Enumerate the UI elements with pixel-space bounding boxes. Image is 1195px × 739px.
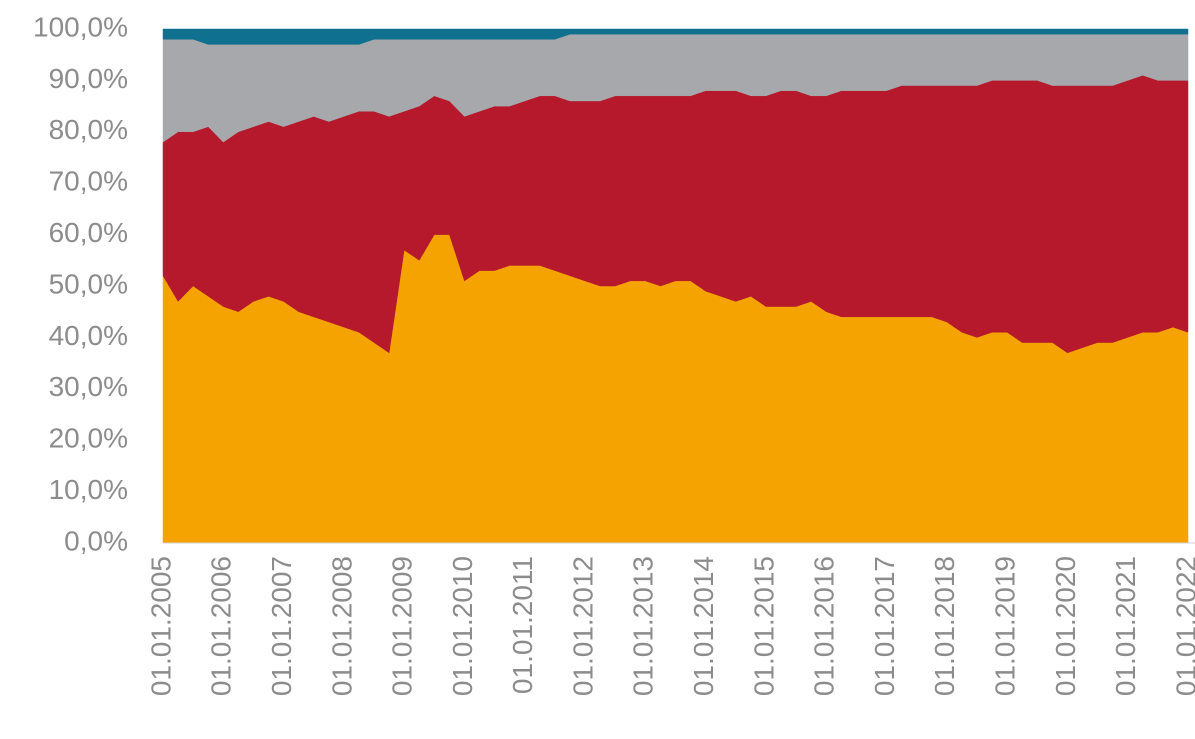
x-tick-label: 01.01.2020 xyxy=(1050,556,1081,696)
x-tick-label: 01.01.2021 xyxy=(1110,556,1141,696)
y-tick-label: 50,0% xyxy=(49,268,128,299)
x-tick-label: 01.01.2015 xyxy=(748,556,779,696)
y-tick-label: 60,0% xyxy=(49,217,128,248)
x-tick-label: 01.01.2005 xyxy=(145,556,176,696)
x-tick-label: 01.01.2022 xyxy=(1170,556,1195,696)
y-tick-label: 10,0% xyxy=(49,474,128,505)
y-tick-label: 80,0% xyxy=(49,114,128,145)
x-tick-label: 01.01.2006 xyxy=(206,556,237,696)
y-tick-label: 30,0% xyxy=(49,371,128,402)
area xyxy=(162,28,1189,45)
y-tick-label: 20,0% xyxy=(49,423,128,454)
x-tick-label: 01.01.2012 xyxy=(567,556,598,696)
x-tick-label: 01.01.2007 xyxy=(266,556,297,696)
y-tick-label: 100,0% xyxy=(33,11,128,42)
x-tick-label: 01.01.2018 xyxy=(929,556,960,696)
y-tick-label: 40,0% xyxy=(49,320,128,351)
x-tick-label: 01.01.2013 xyxy=(628,556,659,696)
x-tick-label: 01.01.2016 xyxy=(809,556,840,696)
y-tick-label: 0,0% xyxy=(64,525,128,556)
x-tick-label: 01.01.2019 xyxy=(990,556,1021,696)
x-tick-label: 01.01.2008 xyxy=(326,556,357,696)
x-tick-label: 01.01.2011 xyxy=(507,556,538,694)
x-tick-label: 01.01.2014 xyxy=(688,556,719,696)
x-tick-label: 01.01.2017 xyxy=(869,556,900,696)
y-tick-label: 70,0% xyxy=(49,166,128,197)
x-tick-label: 01.01.2009 xyxy=(387,556,418,696)
y-tick-label: 90,0% xyxy=(49,63,128,94)
x-tick-label: 01.01.2010 xyxy=(447,556,478,696)
